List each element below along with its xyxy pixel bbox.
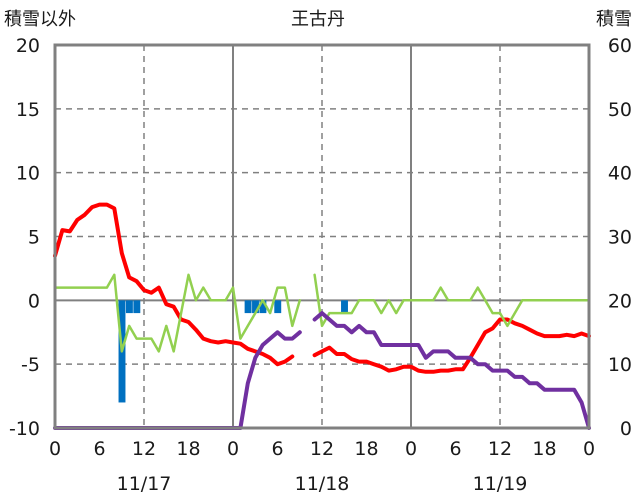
- right-tick-label: 60: [608, 35, 632, 57]
- x-tick-label: 6: [271, 438, 283, 460]
- left-tick-label: -10: [9, 418, 40, 440]
- precip-bar: [259, 300, 267, 314]
- x-tick-label: 6: [93, 438, 105, 460]
- grid-lines: [55, 45, 589, 428]
- left-axis-label: 積雪以外: [4, 9, 76, 30]
- left-axis-ticks: 20 15 10 5 0 -5 -10: [9, 35, 40, 440]
- left-tick-label: 20: [16, 35, 40, 57]
- temperature-line: [53, 202, 295, 367]
- right-tick-label: 50: [608, 99, 632, 121]
- x-tick-label: 18: [176, 438, 200, 460]
- x-tick-label: 18: [532, 438, 556, 460]
- right-axis-ticks: 60 50 40 30 20 10 0: [608, 35, 632, 440]
- wind-line: [53, 273, 302, 353]
- x-tick-label: 6: [449, 438, 461, 460]
- precip-bar: [274, 300, 282, 314]
- right-tick-label: 40: [608, 163, 632, 185]
- precip-bar: [125, 300, 133, 314]
- date-label: 11/18: [295, 473, 350, 495]
- right-tick-label: 10: [608, 354, 632, 376]
- left-tick-label: 0: [28, 290, 40, 312]
- precip-bar: [244, 300, 252, 314]
- date-label: 11/17: [117, 473, 172, 495]
- date-labels: 11/17 11/18 11/19: [117, 473, 528, 495]
- temperature-line: [312, 317, 591, 374]
- wind-line: [313, 273, 591, 328]
- x-tick-label: 0: [583, 438, 595, 460]
- right-tick-label: 20: [608, 290, 632, 312]
- plot-frame: [53, 43, 591, 430]
- series-lines: [53, 202, 591, 430]
- left-tick-label: -5: [21, 354, 40, 376]
- snow-line: [53, 330, 302, 430]
- left-tick-label: 5: [28, 227, 40, 249]
- chart-title: 王古丹: [291, 9, 345, 30]
- left-tick-label: 15: [16, 99, 40, 121]
- x-axis-ticks: 0 6 12 18 0 6 12 18 0 6 12 18 0: [49, 438, 595, 460]
- x-tick-label: 12: [310, 438, 334, 460]
- right-tick-label: 0: [620, 418, 632, 440]
- x-tick-label: 0: [405, 438, 417, 460]
- precip-bar: [252, 300, 259, 314]
- precip-bar: [133, 300, 141, 314]
- x-tick-label: 18: [354, 438, 378, 460]
- x-tick-label: 12: [488, 438, 512, 460]
- right-tick-label: 30: [608, 227, 632, 249]
- date-label: 11/19: [473, 473, 528, 495]
- x-tick-label: 0: [49, 438, 61, 460]
- x-tick-label: 12: [132, 438, 156, 460]
- left-tick-label: 10: [16, 163, 40, 185]
- precip-bar: [341, 300, 348, 314]
- right-axis-label: 積雪: [596, 9, 632, 30]
- x-tick-label: 0: [227, 438, 239, 460]
- snow-line: [312, 311, 591, 430]
